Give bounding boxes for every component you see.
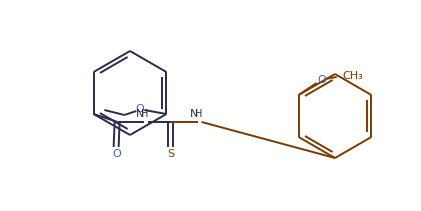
Text: O: O [317,75,326,85]
Text: S: S [167,149,174,159]
Text: H: H [141,109,148,119]
Text: O: O [112,149,121,159]
Text: O: O [135,104,144,114]
Text: CH₃: CH₃ [343,71,363,81]
Text: H: H [195,109,203,119]
Text: N: N [136,109,144,119]
Text: N: N [189,109,198,119]
